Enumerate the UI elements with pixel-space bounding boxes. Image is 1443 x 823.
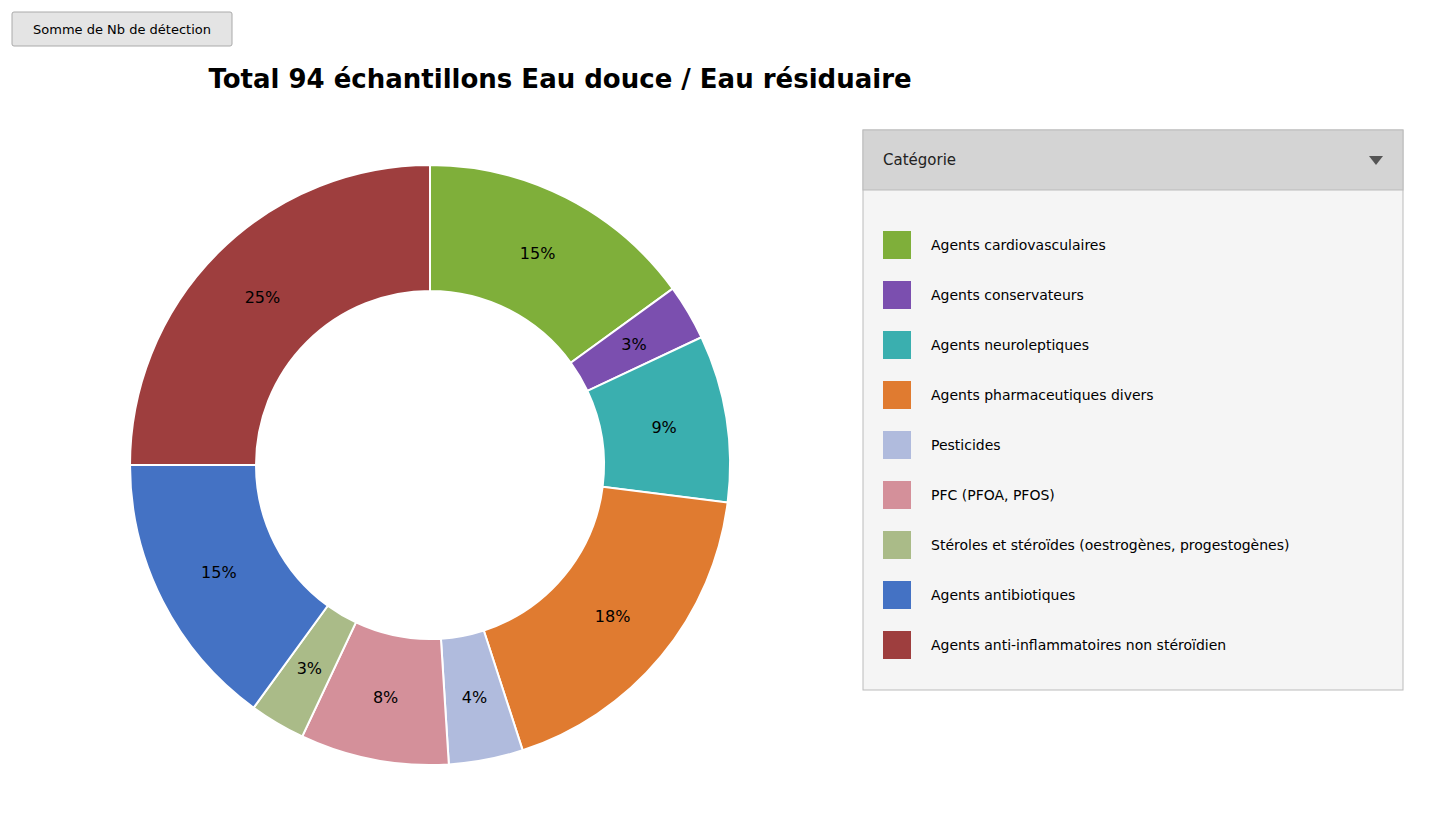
dropdown-arrow[interactable] xyxy=(1369,156,1383,165)
title: Total 94 échantillons Eau douce / Eau ré… xyxy=(208,64,911,94)
data-label: 25% xyxy=(245,288,281,307)
data-labels: 15% 3% 9% 18% 4% 8% 3% 15% 25% xyxy=(201,244,677,707)
legend-item: PFC (PFOA, PFOS) xyxy=(883,481,1055,509)
legend-label: Pesticides xyxy=(931,437,1001,453)
legend-swatch xyxy=(883,431,911,459)
legend-swatch xyxy=(883,581,911,609)
slice xyxy=(441,630,523,764)
data-label: 15% xyxy=(201,563,237,582)
legend-swatch xyxy=(883,381,911,409)
legend-item: Agents neuroleptiques xyxy=(883,331,1089,359)
legend-item: Agents anti-inflammatoires non stéroïdie… xyxy=(883,631,1226,659)
legend-label: Stéroles et stéroïdes (oestrogènes, prog… xyxy=(931,537,1289,553)
slice xyxy=(484,487,728,751)
data-label: 9% xyxy=(651,418,676,437)
button-box[interactable] xyxy=(12,12,232,46)
legend-label: PFC (PFOA, PFOS) xyxy=(931,487,1055,503)
legend-header[interactable] xyxy=(863,130,1403,190)
legend-swatch xyxy=(883,481,911,509)
legend-title: Catégorie xyxy=(883,151,956,169)
slice xyxy=(130,165,430,465)
chart: Somme de Nb de détection Total 94 échanti… xyxy=(0,0,1443,823)
donut xyxy=(130,165,730,765)
legend-swatch xyxy=(883,331,911,359)
legend-box xyxy=(863,130,1403,690)
legend-swatch xyxy=(883,531,911,559)
legend-item: Stéroles et stéroïdes (oestrogènes, prog… xyxy=(883,531,1289,559)
data-label: 4% xyxy=(462,688,487,707)
legend-item: Agents pharmaceutiques divers xyxy=(883,381,1154,409)
slice xyxy=(130,465,328,708)
legend-item: Agents conservateurs xyxy=(883,281,1084,309)
data-label: 15% xyxy=(520,244,556,263)
legend-label: Agents anti-inflammatoires non stéroïdie… xyxy=(931,637,1226,653)
data-label: 18% xyxy=(595,607,631,626)
legend-swatch xyxy=(883,281,911,309)
legend-swatch xyxy=(883,631,911,659)
legend-label: Agents antibiotiques xyxy=(931,587,1075,603)
legend-item: Agents antibiotiques xyxy=(883,581,1075,609)
legend: Catégorie Agents cardiovasculaires Agents … xyxy=(863,130,1403,690)
legend-label: Agents cardiovasculaires xyxy=(931,237,1106,253)
data-label: 3% xyxy=(297,659,322,678)
slice xyxy=(587,337,730,502)
legend-label: Agents neuroleptiques xyxy=(931,337,1089,353)
data-label: 8% xyxy=(373,688,398,707)
legend-label: Agents pharmaceutiques divers xyxy=(931,387,1154,403)
data-label: 3% xyxy=(621,335,646,354)
legend-item: Pesticides xyxy=(883,431,1001,459)
legend-swatch xyxy=(883,231,911,259)
legend-item: Agents cardiovasculaires xyxy=(883,231,1106,259)
button-label[interactable]: Somme de Nb de détection xyxy=(33,22,211,37)
field-button[interactable]: Somme de Nb de détection xyxy=(12,12,232,46)
legend-label: Agents conservateurs xyxy=(931,287,1084,303)
